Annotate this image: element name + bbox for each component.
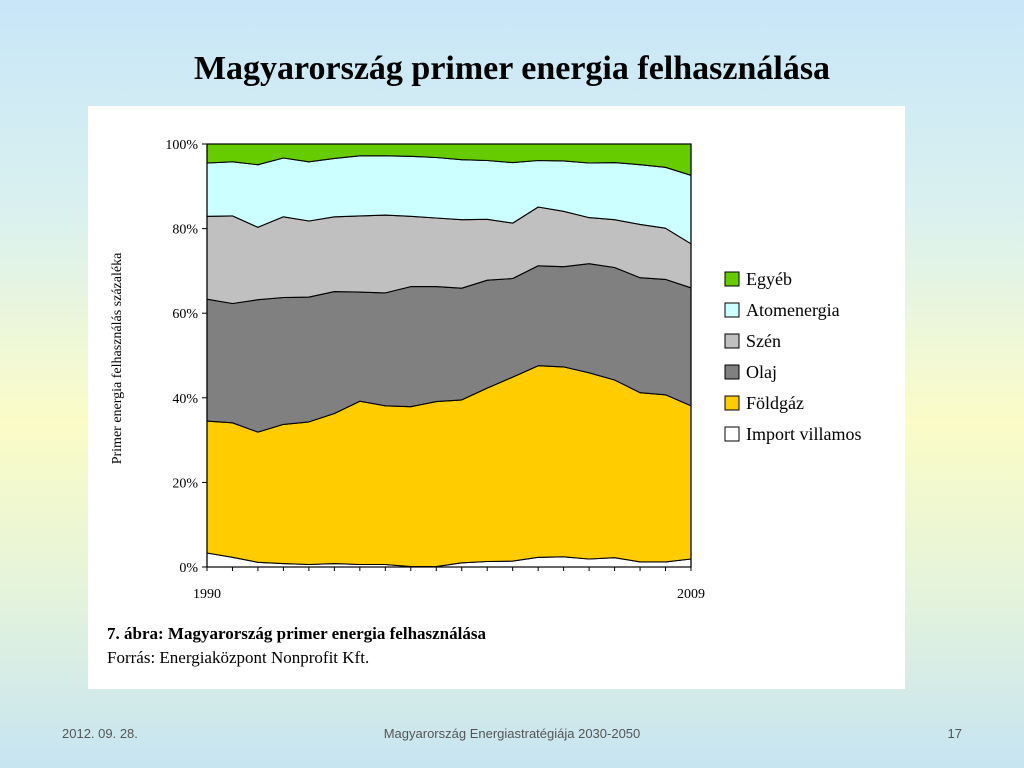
x-axis: 1990 2009 — [193, 567, 705, 602]
footer-presentation-title: Magyarország Energiastratégiája 2030-205… — [383, 726, 641, 741]
legend-swatch — [724, 395, 740, 411]
y-tick-label: 100% — [165, 138, 198, 153]
figure-panel: 0% 20% 40% 60% 80% 100% 1990 2009 Primer energia… — [88, 106, 905, 689]
legend-label: Atomenergia — [746, 300, 840, 320]
figure-caption-source: Forrás: Energiaközpont Nonprofit Kft. — [107, 648, 370, 667]
legend-swatch — [724, 271, 740, 287]
y-tick-label: 40% — [172, 392, 198, 407]
legend-item: Atomenergia — [724, 300, 840, 320]
y-tick-label: 0% — [179, 561, 198, 576]
legend-swatch — [724, 364, 740, 380]
y-tick-label: 20% — [172, 476, 198, 491]
y-axis: 0% 20% 40% 60% 80% 100% — [165, 138, 207, 576]
legend-label: Földgáz — [746, 393, 804, 413]
legend-item: Olaj — [724, 362, 777, 382]
legend-label: Import villamos — [746, 424, 862, 444]
legend: Egyéb Atomenergia Szén Olaj Földgáz Import vi… — [724, 269, 862, 444]
y-tick-label: 80% — [172, 223, 198, 238]
legend-swatch — [724, 302, 740, 318]
plot-frame — [206, 143, 692, 568]
x-tick-label-end: 2009 — [677, 587, 705, 602]
slide-title: Magyarország primer energia felhasználás… — [193, 50, 831, 87]
legend-swatch — [724, 426, 740, 442]
y-axis-title: Primer energia felhasználás százaléka — [110, 252, 125, 464]
footer-page-number: 17 — [947, 726, 962, 741]
legend-label: Olaj — [746, 362, 777, 382]
area-layers — [206, 143, 692, 568]
legend-item: Egyéb — [724, 269, 792, 289]
legend-item: Import villamos — [724, 424, 862, 444]
legend-item: Szén — [724, 331, 781, 351]
stacked-area-chart: 0% 20% 40% 60% 80% 100% 1990 2009 Primer energia… — [110, 138, 862, 602]
x-tick-label-start: 1990 — [193, 587, 221, 602]
figure-caption-title: 7. ábra: Magyarország primer energia fel… — [107, 624, 486, 643]
legend-swatch — [724, 333, 740, 349]
footer-date: 2012. 09. 28. — [62, 726, 138, 741]
legend-label: Egyéb — [746, 269, 792, 289]
legend-item: Földgáz — [724, 393, 804, 413]
y-tick-label: 60% — [172, 307, 198, 322]
legend-label: Szén — [746, 331, 781, 351]
